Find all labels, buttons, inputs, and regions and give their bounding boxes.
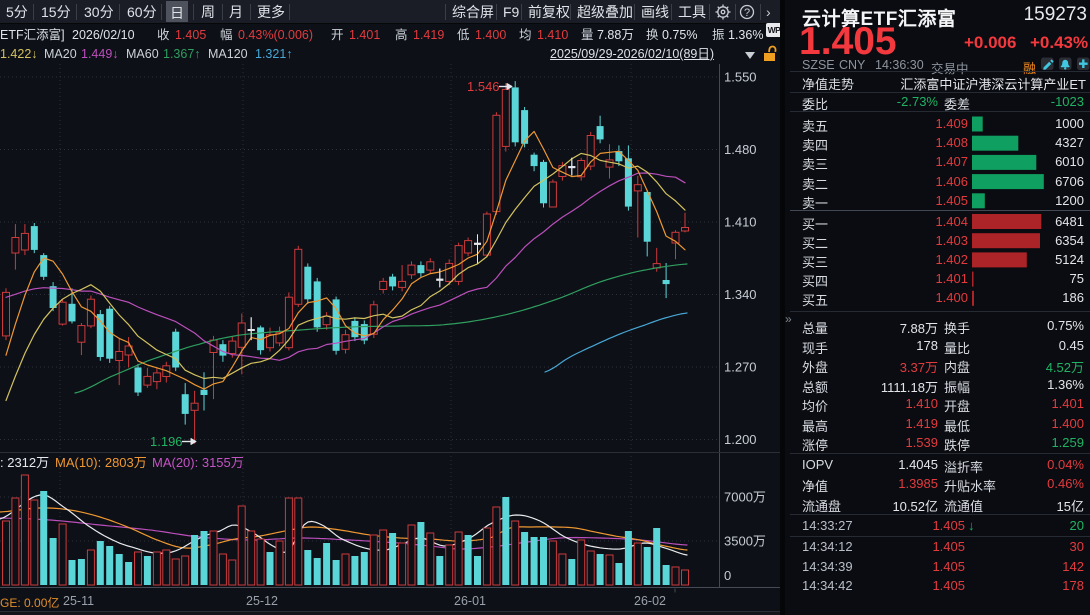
svg-text:1.546: 1.546 [467,79,500,94]
svg-text:1.550: 1.550 [724,70,757,85]
svg-text:1.410: 1.410 [724,215,757,230]
svg-text:26-02: 26-02 [634,594,666,608]
svg-text:0: 0 [724,568,731,583]
svg-text:?: ? [744,7,750,19]
svg-text:25-12: 25-12 [246,594,278,608]
svg-text:1.270: 1.270 [724,360,757,375]
svg-text:7000万: 7000万 [724,490,766,505]
svg-text:1.340: 1.340 [724,287,757,302]
svg-text:3500万: 3500万 [724,534,766,549]
svg-text:25-11: 25-11 [63,594,94,608]
svg-text:26-01: 26-01 [454,594,486,608]
svg-text:1.200: 1.200 [724,432,757,447]
svg-text:1.480: 1.480 [724,142,757,157]
svg-text:1.196: 1.196 [150,434,183,449]
